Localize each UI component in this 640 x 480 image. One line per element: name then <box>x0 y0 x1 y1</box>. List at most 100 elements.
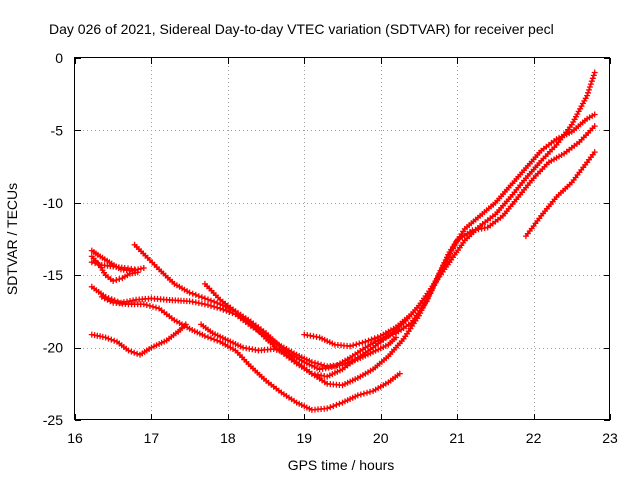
data-point-marker <box>585 89 591 96</box>
data-point-marker <box>356 340 363 347</box>
data-point-marker <box>282 349 289 356</box>
data-point-marker <box>396 370 403 377</box>
data-point-marker <box>201 295 208 302</box>
data-point-marker <box>270 346 277 352</box>
data-point-marker <box>108 336 115 343</box>
y-tick-label: -25 <box>43 412 63 428</box>
data-point-marker <box>211 298 218 305</box>
x-tick-label: 16 <box>67 430 83 446</box>
data-point-marker <box>368 336 375 343</box>
data-point-marker <box>140 265 147 271</box>
x-tick-labels: 16 17 18 19 20 21 22 23 <box>67 430 618 446</box>
series-arc-9 <box>198 123 598 373</box>
data-point-marker <box>208 335 214 342</box>
data-point-marker <box>589 75 596 82</box>
data-point-marker <box>347 343 354 350</box>
data-point-marker <box>591 111 598 118</box>
data-point-marker <box>336 400 343 407</box>
y-tick-label: -15 <box>43 267 63 283</box>
data-point-marker <box>330 403 337 410</box>
data-point-marker <box>432 279 439 286</box>
data-point-marker <box>201 333 208 339</box>
series-arc-4 <box>88 253 141 284</box>
series-line <box>134 72 596 378</box>
data-point-marker <box>189 290 196 297</box>
data-point-marker <box>143 302 150 308</box>
data-point-marker <box>452 240 459 247</box>
data-point-marker <box>137 265 144 272</box>
data-point-marker <box>134 269 141 276</box>
data-point-marker <box>350 342 357 349</box>
data-point-marker <box>408 311 415 318</box>
data-point-marker <box>140 301 147 308</box>
data-point-marker <box>205 334 211 341</box>
data-point-marker <box>279 348 286 355</box>
chart-title: Day 026 of 2021, Sidereal Day-to-day VTE… <box>49 21 554 37</box>
data-point-marker <box>333 401 340 408</box>
data-point-marker <box>353 341 360 348</box>
y-tick-label: 0 <box>55 50 63 66</box>
data-point-marker <box>324 405 331 412</box>
data-point-marker <box>116 276 123 283</box>
data-point-marker <box>113 277 120 283</box>
axis-ticks <box>75 58 611 421</box>
x-tick-label: 18 <box>220 430 236 446</box>
data-point-marker <box>586 84 593 90</box>
x-tick-label: 17 <box>144 430 160 446</box>
data-point-marker <box>186 289 193 296</box>
data-point-marker <box>357 391 364 398</box>
data-point-marker <box>437 269 444 276</box>
data-point-marker <box>586 86 592 93</box>
x-tick-label: 23 <box>602 430 618 446</box>
series-arc-8 <box>201 111 598 389</box>
data-point-marker <box>198 294 205 301</box>
data-point-marker <box>315 360 321 367</box>
series-arc-10 <box>301 311 415 350</box>
data-point-marker <box>214 300 221 306</box>
data-point-marker <box>214 337 221 344</box>
data-point-marker <box>134 350 141 357</box>
data-point-marker <box>426 293 433 299</box>
data-point-marker <box>386 332 393 339</box>
data-point-marker <box>153 304 159 311</box>
data-point-marker <box>226 309 233 315</box>
data-point-marker <box>195 293 202 300</box>
data-point-marker <box>125 347 132 354</box>
data-point-marker <box>88 259 95 266</box>
data-point-marker <box>192 291 199 298</box>
data-point-marker <box>273 346 280 353</box>
data-point-marker <box>318 361 325 368</box>
data-point-marker <box>201 301 208 308</box>
data-point-marker <box>128 348 135 355</box>
data-point-marker <box>588 78 595 85</box>
plot-frame <box>74 57 610 420</box>
data-point-marker <box>591 123 598 130</box>
data-point-marker <box>211 336 218 343</box>
series-arc-1 <box>88 321 189 358</box>
x-tick-label: 22 <box>526 430 542 446</box>
data-point-marker <box>364 389 370 396</box>
data-point-marker <box>423 298 430 305</box>
data-point-marker <box>105 335 112 342</box>
data-point-marker <box>587 81 594 88</box>
y-tick-label: -20 <box>43 340 63 356</box>
data-point-marker <box>383 333 390 340</box>
data-point-marker <box>591 149 598 156</box>
data-point-marker <box>208 302 214 309</box>
data-point-marker <box>205 302 211 308</box>
data-point-marker <box>427 290 434 297</box>
data-point-marker <box>360 390 367 397</box>
data-point-marker <box>590 72 597 79</box>
data-point-marker <box>365 337 372 344</box>
y-tick-label: -10 <box>43 195 63 211</box>
x-tick-label: 21 <box>449 430 465 446</box>
data-point-marker <box>435 274 441 281</box>
data-point-marker <box>367 388 373 395</box>
data-point-marker <box>371 335 378 342</box>
data-point-marker <box>111 337 118 344</box>
data-point-marker <box>374 334 381 341</box>
data-point-marker <box>131 349 138 356</box>
data-point-marker <box>584 92 591 99</box>
data-point-marker <box>276 347 283 354</box>
